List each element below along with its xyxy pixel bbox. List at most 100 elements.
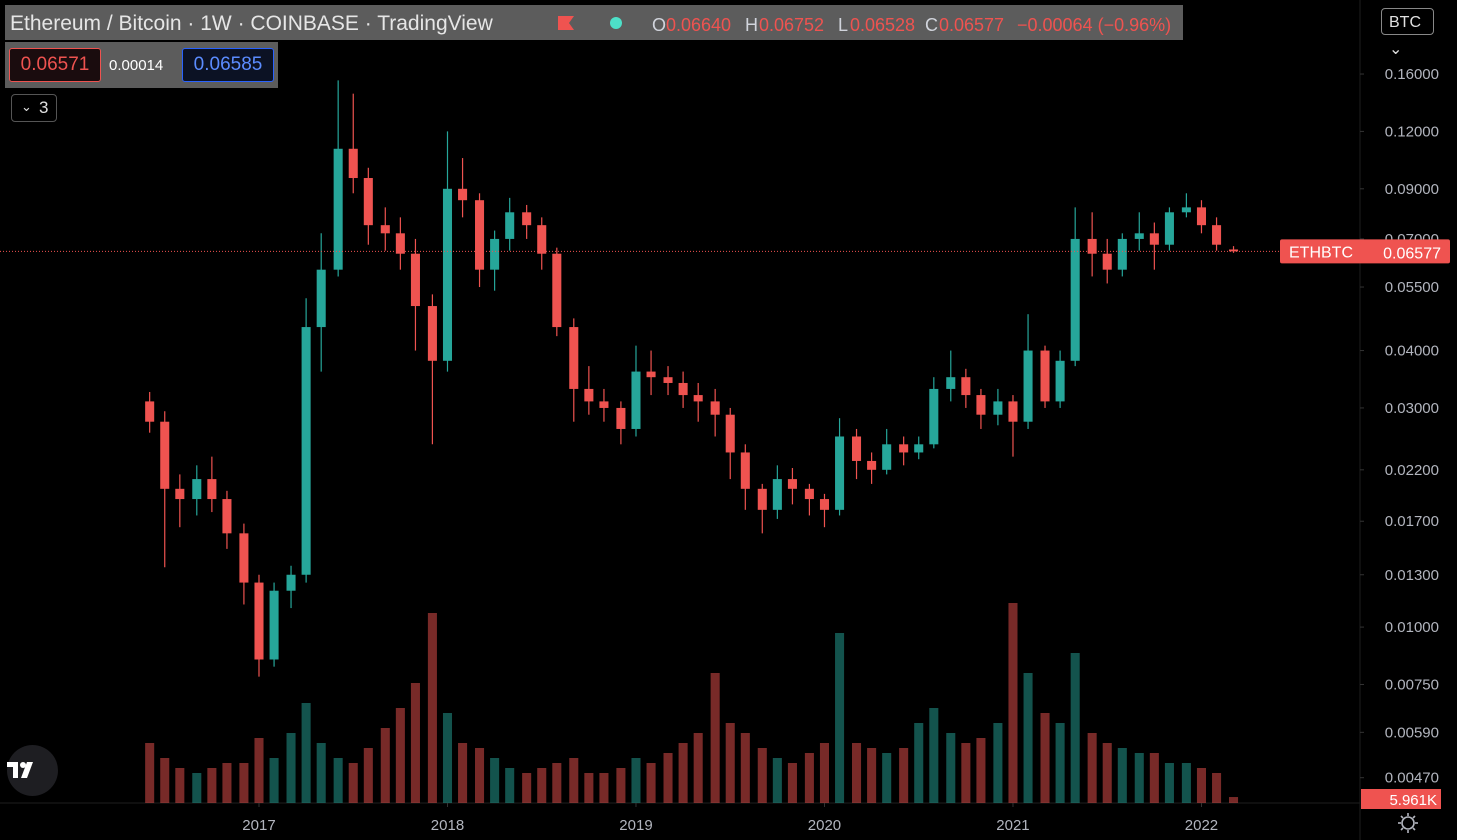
volume-bar: [819, 743, 830, 803]
y-tick-label: 0.01000: [1385, 619, 1439, 636]
volume-bar: [286, 733, 296, 803]
volume-bar: [1181, 763, 1191, 803]
volume-bar: [740, 733, 750, 803]
candle-body: [867, 460, 877, 470]
candle-body: [584, 388, 594, 402]
y-tick-label: 0.02200: [1385, 462, 1439, 479]
volume-bar: [427, 613, 437, 803]
candle-body: [740, 452, 750, 489]
candle-body: [1117, 238, 1127, 270]
candle-body: [1087, 238, 1097, 254]
y-tick-label: 0.00750: [1385, 676, 1439, 693]
volume-bar: [301, 703, 311, 803]
volume-bar: [663, 753, 673, 803]
volume-bar: [993, 723, 1003, 803]
volume-bar: [899, 748, 909, 803]
x-tick-label: 2022: [1185, 817, 1218, 834]
candle-body: [914, 444, 924, 453]
volume-bar: [693, 733, 703, 803]
candle-body: [505, 212, 515, 239]
volume-bar: [348, 763, 358, 803]
volume-bar: [787, 763, 797, 803]
candle-body: [160, 421, 170, 489]
volume-bar: [254, 738, 264, 803]
candle-body: [678, 382, 688, 396]
flag-icon[interactable]: [556, 15, 576, 31]
candle-body: [316, 269, 326, 328]
candle-body: [380, 225, 390, 234]
indicators-toggle[interactable]: ⌄ 3: [11, 94, 57, 122]
volume-bar: [867, 748, 877, 803]
volume-bar: [1008, 603, 1018, 803]
tv-logo[interactable]: [7, 745, 58, 796]
candle-body: [993, 401, 1003, 415]
volume-bar: [1134, 753, 1144, 803]
volume-label-bg: [1361, 789, 1441, 809]
volume-bar: [410, 683, 420, 803]
candle-body: [522, 212, 532, 226]
settings-icon[interactable]: [1397, 812, 1419, 834]
candle-body: [929, 388, 939, 445]
volume-bar: [505, 768, 515, 803]
candle-body: [1070, 238, 1080, 361]
sell-button[interactable]: 0.06571: [9, 48, 101, 82]
candle-body: [946, 377, 956, 389]
candle-body: [286, 574, 296, 591]
volume-bar: [207, 768, 217, 803]
candle-body: [442, 188, 453, 361]
volume-bar: [946, 733, 956, 803]
candle-body: [175, 488, 185, 500]
candle-body: [1181, 207, 1191, 213]
open-value: 0.06640: [666, 15, 732, 35]
candle-body: [1149, 233, 1159, 245]
symbol-title[interactable]: Ethereum / Bitcoin · 1W · COINBASE · Tra…: [10, 12, 493, 35]
buy-button[interactable]: 0.06585: [182, 48, 274, 82]
close-key: C: [925, 15, 938, 35]
candle-body: [772, 479, 782, 510]
candle-body: [710, 401, 720, 415]
volume-bar: [458, 743, 468, 803]
volume-bar: [192, 773, 202, 803]
volume-bar: [1102, 743, 1112, 803]
candle-body: [254, 582, 264, 660]
low-key: L: [838, 15, 849, 35]
symbol-label: ETHBTC: [1289, 244, 1353, 261]
high-value: 0.06752: [759, 15, 825, 35]
candle-body: [490, 238, 500, 270]
market-status[interactable]: [609, 16, 623, 30]
candle-body: [646, 371, 656, 378]
y-tick-label: 0.01300: [1385, 567, 1439, 584]
y-tick-label: 0.04000: [1385, 343, 1439, 360]
volume-bar: [552, 763, 562, 803]
currency-dropdown[interactable]: BTC ⌄: [1381, 8, 1434, 58]
candle-body: [663, 377, 673, 383]
volume-bar: [1040, 713, 1050, 803]
candle-body: [333, 148, 343, 270]
candle-body: [269, 590, 279, 660]
candle-body: [852, 436, 862, 461]
high-key: H: [745, 15, 758, 35]
candle-body: [569, 327, 579, 389]
volume-bar: [269, 758, 279, 803]
logo-icon: [7, 762, 33, 778]
volume-last-label: 5.961K: [1389, 792, 1437, 809]
volume-bar: [961, 743, 971, 803]
candle-body: [410, 253, 420, 307]
candle-body: [427, 306, 437, 361]
volume-bar: [537, 768, 547, 803]
candle-body: [819, 499, 830, 510]
volume-bar: [175, 768, 185, 803]
volume-bar: [490, 758, 500, 803]
candle-body: [348, 148, 358, 179]
x-tick-label: 2017: [242, 817, 275, 834]
volume-bar: [1149, 753, 1159, 803]
candle-body: [1008, 401, 1018, 422]
candle-body: [616, 407, 626, 429]
y-tick-label: 0.00470: [1385, 770, 1439, 787]
volume-bar: [1117, 748, 1127, 803]
candle-body: [804, 488, 814, 500]
volume-bar: [569, 758, 579, 803]
volume-bar: [222, 763, 232, 803]
y-tick-label: 0.03000: [1385, 400, 1439, 417]
